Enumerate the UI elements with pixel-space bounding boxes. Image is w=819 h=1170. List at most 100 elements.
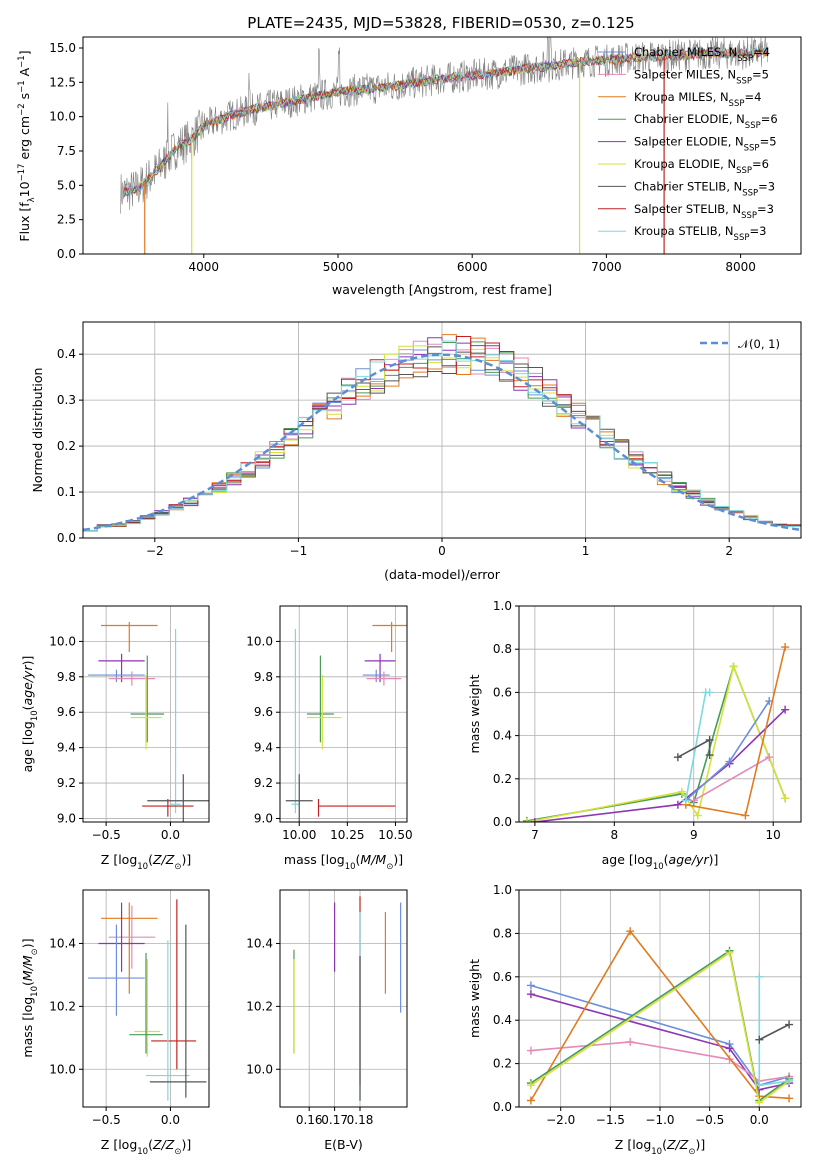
y-axis-label: Normed distribution <box>30 368 45 493</box>
y-tick-label: 10.0 <box>246 634 273 648</box>
x-tick-label: −0.5 <box>695 1113 724 1127</box>
weight-vs-age-frame <box>518 605 802 823</box>
model-spectrum-salpeter-elodie <box>123 46 768 198</box>
legend-entry: Chabrier STELIB, NSSP=3 <box>634 179 775 198</box>
y-tick-label: 0.6 <box>493 970 512 984</box>
x-tick-label: 0.0 <box>161 828 180 842</box>
weight-marker <box>530 818 539 822</box>
weight-line-salpeter-elodie <box>530 993 790 1091</box>
y-tick-label: 0.8 <box>493 926 512 940</box>
legend-entry: Salpeter MILES, NSSP=5 <box>634 67 769 86</box>
mass-vs-Z-frame <box>82 889 210 1108</box>
y-tick-label: 0.4 <box>493 729 512 743</box>
x-tick-label: 1 <box>582 544 590 558</box>
y-tick-label: 0.3 <box>57 393 76 407</box>
y-tick-label: 9.8 <box>57 670 76 684</box>
y-tick-label: 0.2 <box>57 439 76 453</box>
legend-entry: Kroupa ELODIE, NSSP=6 <box>634 157 769 176</box>
spectrum-frame <box>82 36 802 255</box>
weight-marker <box>673 800 682 809</box>
mass-vs-EBV-frame <box>279 889 408 1108</box>
weight-marker <box>781 643 790 652</box>
weight-marker <box>526 981 535 990</box>
legend-entry: 𝒩(0, 1) <box>738 337 780 351</box>
weight-marker <box>785 1020 794 1029</box>
x-tick-label: 4000 <box>189 260 220 274</box>
weight-marker <box>741 811 750 820</box>
x-tick-label: 6000 <box>457 260 488 274</box>
x-axis-label: Z [log10(Z/Z⊙)] <box>615 1137 705 1157</box>
x-tick-label: −1.5 <box>596 1113 625 1127</box>
weight-marker <box>681 796 690 805</box>
y-tick-label: 0.0 <box>493 815 512 829</box>
weight-marker <box>526 1046 535 1055</box>
x-tick-label: 10.50 <box>378 828 412 842</box>
weight-marker <box>677 787 686 796</box>
histogram-kroupa-stelib <box>83 340 801 538</box>
y-tick-label: 9.6 <box>254 705 273 719</box>
x-tick-label: −0.5 <box>92 828 121 842</box>
weight-marker <box>673 753 682 762</box>
x-axis-label: E(B-V) <box>324 1137 363 1152</box>
weight-line-kroupa-elodie <box>530 951 790 1105</box>
x-axis-label: (data-model)/error <box>384 567 501 582</box>
figure-title: PLATE=2435, MJD=53828, FIBERID=0530, z=0… <box>247 14 634 32</box>
x-tick-label: 7000 <box>591 260 622 274</box>
weight-marker <box>755 1098 764 1107</box>
mass-vs-Z-axes: −0.5 0.0 10.0 10.2 10.4 Z [log10(Z/Z⊙)] mass [… <box>20 889 210 1157</box>
y-tick-label: 9.6 <box>57 705 76 719</box>
weight-line-chabrier-miles <box>530 984 790 1087</box>
weight-marker <box>626 1037 635 1046</box>
mass-vs-EBV-axes: 0.160.170.18 10.0 10.2 10.4 E(B-V) <box>246 889 408 1152</box>
age-vs-mass-frame <box>279 605 408 823</box>
weight-marker <box>755 972 764 981</box>
weight-marker <box>705 688 714 697</box>
age-vs-Z-axes: −0.5 0.0 9.0 9.2 9.4 9.6 9.8 10.0 Z [log10(Z/Z⊙)… <box>20 605 210 872</box>
y-tick-label: 10.2 <box>246 999 273 1013</box>
y-tick-label: 0.1 <box>57 485 76 499</box>
x-tick-label: 2 <box>725 544 733 558</box>
weight-marker <box>705 735 714 744</box>
legend-entry: Kroupa STELIB, NSSP=3 <box>634 224 766 243</box>
weight-marker <box>785 1094 794 1103</box>
model-spectrum-kroupa-elodie <box>122 48 768 197</box>
weight-marker <box>626 927 635 936</box>
y-tick-label: 10.2 <box>49 999 76 1013</box>
x-tick-label: 0.0 <box>161 1113 180 1127</box>
y-tick-label: 2.5 <box>57 213 76 227</box>
y-tick-label: 5.0 <box>57 178 76 192</box>
x-axis-label: Z [log10(Z/Z⊙)] <box>101 1137 191 1157</box>
y-tick-label: 9.4 <box>57 741 76 755</box>
legend-entry: Salpeter STELIB, NSSP=3 <box>634 202 774 221</box>
y-axis-label: age [log10(age/yr)] <box>20 656 40 773</box>
y-tick-label: 9.0 <box>254 811 273 825</box>
y-tick-label: 9.2 <box>57 776 76 790</box>
y-tick-label: 12.5 <box>49 75 76 89</box>
x-tick-label: 5000 <box>323 260 354 274</box>
spectrum-plot <box>120 37 768 254</box>
weight-marker <box>526 990 535 999</box>
weight-marker <box>785 1076 794 1085</box>
y-tick-label: 9.0 <box>57 811 76 825</box>
residuals-frame <box>82 321 802 539</box>
x-tick-label: 0.17 <box>321 1113 348 1127</box>
weight-marker <box>725 948 734 957</box>
model-spectrum-kroupa-stelib <box>122 47 768 198</box>
x-tick-label: 10.25 <box>330 828 364 842</box>
x-tick-label: 0 <box>438 544 446 558</box>
residuals-axes: −2 −1 0 1 2 0.0 0.1 0.2 0.3 0.4 𝒩(0, 1) (data-model… <box>30 321 802 582</box>
weight-marker <box>522 818 531 822</box>
legend-entry: Salpeter ELODIE, NSSP=5 <box>634 135 777 154</box>
y-tick-label: 0.4 <box>493 1013 512 1027</box>
residuals-plot <box>83 334 801 538</box>
y-tick-label: 0.0 <box>57 247 76 261</box>
y-tick-label: 0.0 <box>57 531 76 545</box>
y-axis-label: mass weight <box>467 959 482 1038</box>
y-axis-label: Flux [fλ10−17 erg cm−2 s−1 A−1] <box>17 50 37 241</box>
x-tick-label: −1 <box>290 544 308 558</box>
x-tick-label: 0.16 <box>296 1113 323 1127</box>
y-tick-label: 0.0 <box>493 1100 512 1114</box>
weight-marker <box>693 811 702 820</box>
